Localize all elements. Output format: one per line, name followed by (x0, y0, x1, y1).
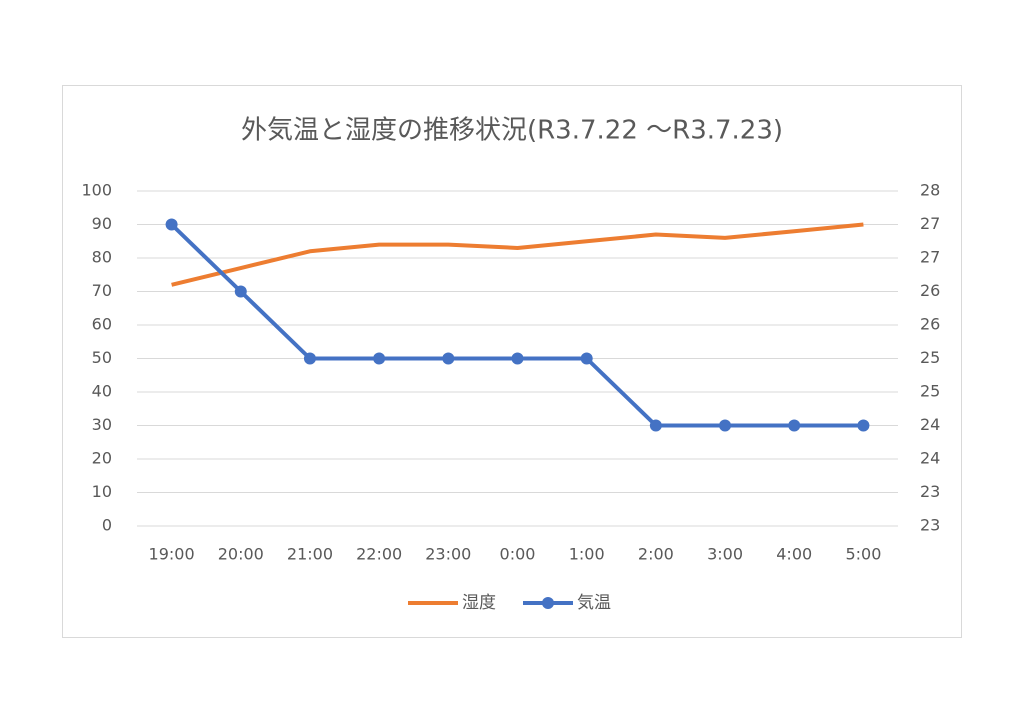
data-point (303, 352, 316, 365)
y2-tick-label: 23 (920, 482, 940, 501)
data-point (234, 285, 247, 298)
y-tick-label: 50 (92, 348, 112, 367)
chart-title: 外気温と湿度の推移状況(R3.7.22 ～R3.7.23) (241, 116, 783, 146)
data-point (857, 419, 870, 432)
data-point (511, 352, 524, 365)
data-point (165, 218, 178, 231)
y-tick-label: 80 (92, 248, 112, 267)
legend-marker (542, 597, 554, 609)
x-tick-label: 5:00 (845, 545, 881, 564)
y2-tick-label: 24 (920, 415, 940, 434)
x-tick-label: 3:00 (707, 545, 743, 564)
y2-tick-label: 27 (920, 214, 940, 233)
legend-label: 気温 (577, 593, 611, 613)
data-point (580, 352, 593, 365)
y2-tick-label: 25 (920, 348, 940, 367)
y-tick-label: 100 (81, 181, 112, 200)
x-tick-label: 1:00 (569, 545, 605, 564)
y-tick-label: 10 (92, 482, 112, 501)
y2-tick-label: 26 (920, 281, 940, 300)
y-tick-label: 0 (102, 516, 112, 535)
data-line (171, 222, 864, 287)
y-tick-label: 60 (92, 315, 112, 334)
data-point (373, 352, 386, 365)
data-point (719, 419, 732, 432)
chart-frame (62, 85, 962, 638)
x-tick-label: 20:00 (218, 545, 264, 564)
x-tick-label: 0:00 (500, 545, 536, 564)
y-tick-label: 20 (92, 449, 112, 468)
y2-tick-label: 24 (920, 449, 940, 468)
y2-tick-label: 26 (920, 315, 940, 334)
x-tick-label: 22:00 (356, 545, 402, 564)
y-tick-label: 90 (92, 214, 112, 233)
y-tick-label: 30 (92, 415, 112, 434)
legend-label: 湿度 (462, 593, 496, 613)
y2-tick-label: 23 (920, 516, 940, 535)
data-point (442, 352, 455, 365)
y2-tick-label: 27 (920, 248, 940, 267)
y-tick-label: 40 (92, 382, 112, 401)
data-point (788, 419, 801, 432)
y2-tick-label: 28 (920, 181, 940, 200)
x-tick-label: 19:00 (149, 545, 195, 564)
y2-tick-label: 25 (920, 382, 940, 401)
x-tick-label: 21:00 (287, 545, 333, 564)
x-tick-label: 2:00 (638, 545, 674, 564)
y-tick-label: 70 (92, 281, 112, 300)
data-point (649, 419, 662, 432)
x-tick-label: 4:00 (776, 545, 812, 564)
x-tick-label: 23:00 (425, 545, 471, 564)
